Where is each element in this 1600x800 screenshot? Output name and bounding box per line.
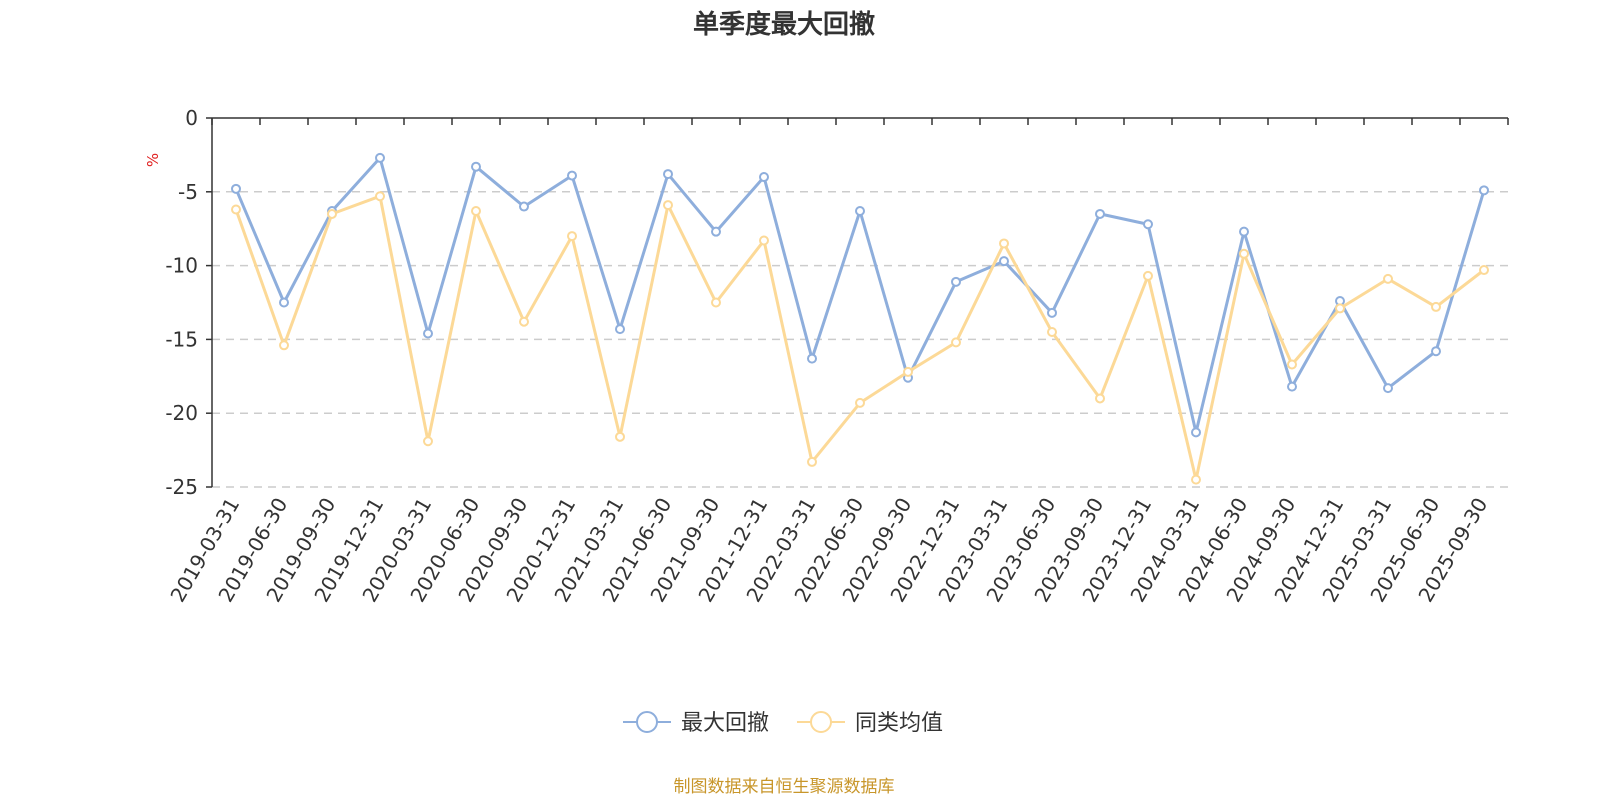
data-point[interactable] <box>423 328 433 339</box>
y-tick-label: -25 <box>165 475 198 499</box>
legend[interactable]: 最大回撤 同类均值 <box>623 711 943 736</box>
data-point[interactable] <box>1431 301 1441 312</box>
data-point[interactable] <box>567 170 577 181</box>
legend-label: 最大回撤 <box>681 711 769 736</box>
data-point[interactable] <box>1383 273 1393 284</box>
series-line <box>234 156 1486 434</box>
legend-label: 同类均值 <box>855 711 943 736</box>
data-point[interactable] <box>1239 226 1249 237</box>
data-point[interactable] <box>759 235 769 246</box>
data-point[interactable] <box>759 172 769 183</box>
data-point[interactable] <box>1191 474 1201 485</box>
series-layer <box>231 152 1489 485</box>
data-point[interactable] <box>1431 346 1441 357</box>
data-point[interactable] <box>1335 303 1345 314</box>
axes <box>211 117 1508 487</box>
data-point[interactable] <box>1143 219 1153 230</box>
source-note: 制图数据来自恒生聚源数据库 <box>674 777 895 797</box>
data-point[interactable] <box>519 316 529 327</box>
data-point[interactable] <box>807 353 817 364</box>
data-point[interactable] <box>279 297 289 308</box>
data-point[interactable] <box>471 205 481 216</box>
data-point[interactable] <box>1287 359 1297 370</box>
series-2 <box>231 191 1489 485</box>
y-axis-ticks: 0 -5 -10 -15 -20 -25 <box>165 106 212 499</box>
data-point[interactable] <box>711 226 721 237</box>
data-point[interactable] <box>471 161 481 172</box>
grid-lines <box>212 191 1508 488</box>
data-point[interactable] <box>903 366 913 377</box>
data-point[interactable] <box>567 231 577 242</box>
data-point[interactable] <box>327 208 337 219</box>
data-point[interactable] <box>423 436 433 447</box>
legend-item-2[interactable]: 同类均值 <box>797 711 943 736</box>
data-point[interactable] <box>1239 248 1249 259</box>
y-tick-label: -20 <box>165 401 198 425</box>
data-point[interactable] <box>951 276 961 287</box>
data-point[interactable] <box>1479 265 1489 276</box>
data-point[interactable] <box>375 191 385 202</box>
data-point[interactable] <box>1047 327 1057 338</box>
data-point[interactable] <box>1095 393 1105 404</box>
data-point[interactable] <box>855 205 865 216</box>
data-point[interactable] <box>807 456 817 467</box>
data-point[interactable] <box>519 201 529 212</box>
data-point[interactable] <box>279 340 289 351</box>
y-tick-label: -10 <box>165 254 198 278</box>
data-point[interactable] <box>1143 270 1153 281</box>
data-point[interactable] <box>615 324 625 335</box>
legend-item-1[interactable]: 最大回撤 <box>623 711 769 736</box>
series-1 <box>231 152 1489 438</box>
data-point[interactable] <box>1095 208 1105 219</box>
data-point[interactable] <box>951 337 961 348</box>
data-point[interactable] <box>663 200 673 211</box>
data-point[interactable] <box>1383 383 1393 394</box>
data-point[interactable] <box>1191 427 1201 438</box>
data-point[interactable] <box>999 238 1009 249</box>
y-tick-label: 0 <box>185 106 198 130</box>
data-point[interactable] <box>855 397 865 408</box>
data-point[interactable] <box>1479 185 1489 196</box>
data-point[interactable] <box>231 183 241 194</box>
y-axis-unit: % <box>144 153 162 167</box>
data-point[interactable] <box>711 297 721 308</box>
data-point[interactable] <box>231 204 241 215</box>
data-point[interactable] <box>615 431 625 442</box>
data-point[interactable] <box>663 169 673 180</box>
chart-title: 单季度最大回撤 <box>693 9 875 40</box>
y-tick-label: -5 <box>178 180 198 204</box>
data-point[interactable] <box>1287 381 1297 392</box>
data-point[interactable] <box>375 152 385 163</box>
series-line <box>234 194 1485 482</box>
legend-marker <box>636 711 658 733</box>
data-point[interactable] <box>1047 307 1057 318</box>
data-point[interactable] <box>999 256 1009 267</box>
y-tick-label: -15 <box>165 327 198 351</box>
legend-marker <box>810 711 832 733</box>
